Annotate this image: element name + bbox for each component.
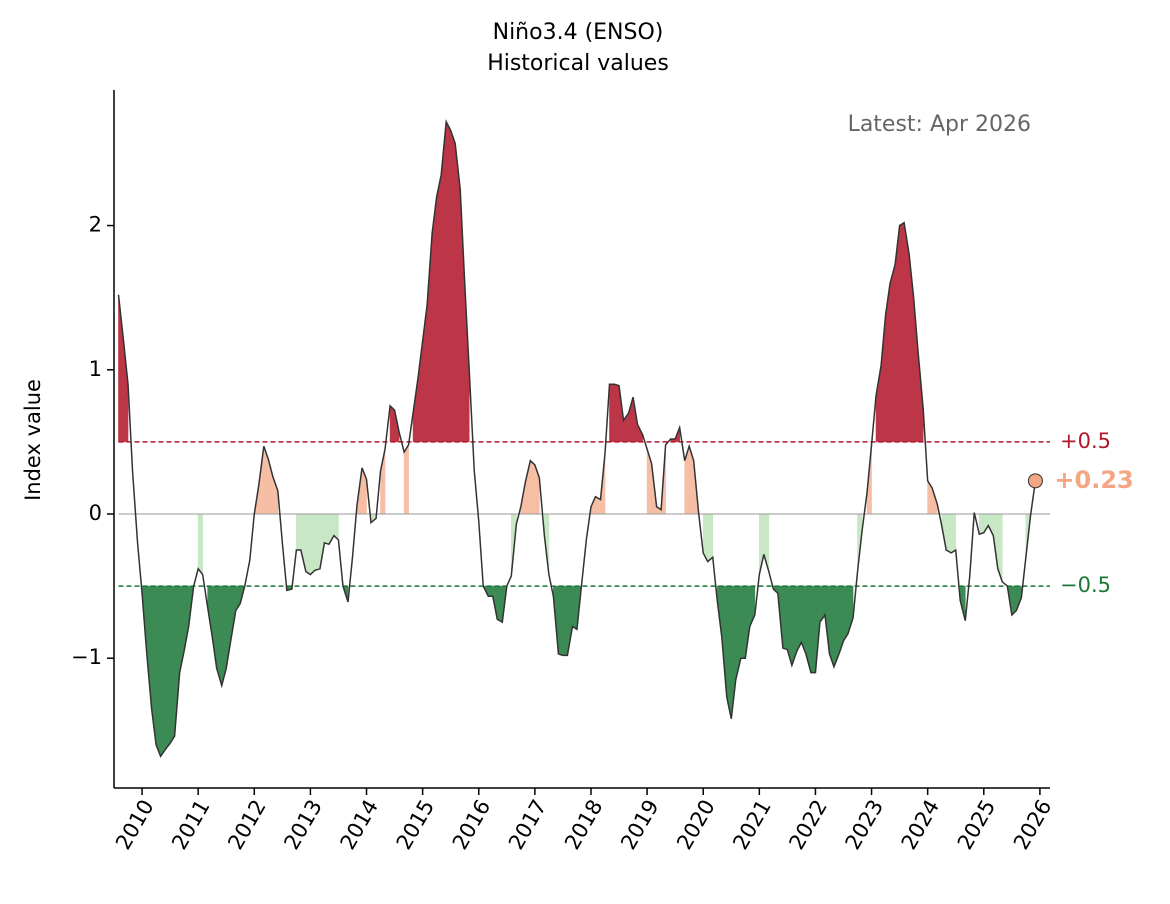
x-tick-label: 2021 <box>728 796 776 854</box>
data-line <box>117 119 1037 758</box>
fill-segment <box>487 585 494 597</box>
fill-segment <box>389 405 395 443</box>
x-tick-label: 2014 <box>336 796 384 854</box>
x-tick-label: 2012 <box>223 796 271 854</box>
x-tick-label: 2023 <box>841 796 889 854</box>
fill-segment <box>496 585 503 623</box>
fill-segment <box>165 585 171 750</box>
threshold-label: +0.5 <box>1060 429 1111 453</box>
fill-segment <box>403 443 409 515</box>
fill-segment <box>614 383 620 443</box>
annotation: Latest: Apr 2026 <box>848 112 1031 137</box>
x-tick-label: 2020 <box>672 796 720 854</box>
y-tick-label: 1 <box>89 357 102 381</box>
x-tick-label: 2025 <box>953 796 1001 854</box>
fill-segment <box>903 222 910 443</box>
fill-segment <box>562 585 568 656</box>
fill-segment <box>160 585 166 758</box>
fill-segment <box>146 585 152 709</box>
fill-segment <box>782 585 788 650</box>
fill-segment <box>950 513 957 554</box>
y-axis-label: Index value <box>21 379 45 501</box>
fill-segment <box>314 513 321 571</box>
fill-segment <box>572 585 578 630</box>
fill-segment <box>305 513 311 576</box>
fill-segment <box>810 585 816 673</box>
x-tick-label: 2022 <box>784 796 832 854</box>
chart-title: Niño3.4 (ENSO) <box>493 20 664 45</box>
fill-segment <box>899 222 905 443</box>
fill-segment <box>296 513 302 551</box>
latest-value-label: +0.23 <box>1054 466 1133 494</box>
fill-segment <box>987 513 994 536</box>
fill-segment <box>558 585 564 656</box>
y-tick-label: −1 <box>71 645 102 669</box>
y-tick-label: 0 <box>89 501 102 525</box>
chart-subtitle: Historical values <box>487 51 669 76</box>
fill-segment <box>310 513 316 576</box>
x-tick-label: 2011 <box>167 796 215 854</box>
fill-segment <box>843 585 849 642</box>
fill-segment <box>796 585 802 652</box>
threshold-label: −0.5 <box>1060 573 1111 597</box>
fill-segment <box>450 130 456 443</box>
x-tick-label: 2016 <box>448 796 496 854</box>
y-tick-label: 2 <box>89 213 102 237</box>
fill-segment <box>197 513 203 576</box>
fill-segment <box>609 383 615 443</box>
fill-segment <box>445 121 451 443</box>
fill-segment <box>169 585 175 745</box>
x-tick-label: 2024 <box>897 796 945 854</box>
fill-segment <box>978 513 985 535</box>
x-tick-label: 2026 <box>1009 796 1057 854</box>
fill-segment <box>324 513 330 545</box>
fill-segment <box>155 585 161 757</box>
fill-segment <box>530 459 536 515</box>
fill-segment <box>889 264 896 443</box>
x-tick-label: 2013 <box>279 796 327 854</box>
x-tick-label: 2017 <box>504 796 552 854</box>
x-tick-label: 2019 <box>616 796 664 854</box>
x-tick-label: 2018 <box>560 796 608 854</box>
fill-segment <box>740 585 746 659</box>
latest-marker <box>1027 473 1043 489</box>
x-tick-label: 2015 <box>392 796 440 854</box>
fill-segment <box>945 513 952 554</box>
x-tick-label: 2010 <box>111 796 159 854</box>
fill-segment <box>805 585 812 673</box>
fill-segment <box>436 175 442 443</box>
fill-segment <box>707 513 714 563</box>
